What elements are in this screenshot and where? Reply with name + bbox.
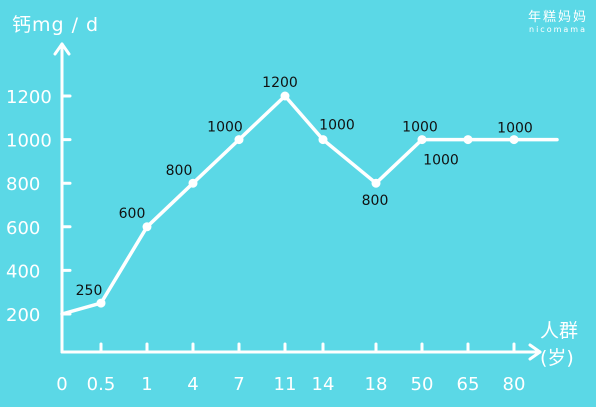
data-label: 1000 [402, 120, 438, 136]
x-tick-label: 4 [187, 374, 198, 395]
y-tick-label: 400 [6, 261, 40, 282]
x-tick-label: 18 [365, 374, 388, 395]
data-point [509, 135, 519, 145]
y-tick-label: 800 [6, 174, 40, 195]
x-tick-label: 0.5 [87, 374, 116, 395]
y-tick-label: 600 [6, 218, 40, 239]
data-point [463, 135, 473, 145]
data-point [188, 178, 198, 188]
data-point [417, 135, 427, 145]
x-tick-label: 11 [274, 374, 297, 395]
y-axis-label: 钙mg / d [12, 14, 100, 36]
x-axis-arrow [528, 343, 542, 361]
data-label: 1000 [423, 153, 459, 169]
data-label: 1200 [262, 75, 298, 91]
y-tick-label: 200 [6, 305, 40, 326]
y-tick-label: 1200 [6, 87, 52, 108]
x-tick-label: 14 [312, 374, 335, 395]
series-line [60, 94, 559, 316]
x-axis-unit-label: (岁) [540, 347, 574, 369]
x-tick-label: 80 [503, 374, 526, 395]
data-point [142, 222, 152, 232]
data-point [280, 91, 290, 101]
data-point [96, 298, 106, 308]
data-label: 1000 [207, 120, 243, 136]
data-point [318, 135, 328, 145]
x-tick-label: 50 [411, 374, 434, 395]
data-label: 800 [166, 163, 193, 179]
brand-watermark: 年糕妈妈 nicomama [528, 6, 588, 34]
data-point [234, 135, 244, 145]
data-label: 800 [362, 193, 389, 209]
data-label: 1000 [497, 121, 533, 137]
watermark-name: 年糕妈妈 [527, 10, 588, 25]
x-tick-label: 65 [457, 374, 480, 395]
y-axis-arrow [53, 42, 71, 56]
data-label: 250 [76, 283, 103, 299]
data-point [371, 178, 381, 188]
x-tick-label: 7 [233, 374, 244, 395]
data-label: 1000 [319, 118, 355, 134]
x-tick-label: 1 [141, 374, 152, 395]
watermark-romanized: nicomama [529, 25, 587, 34]
x-tick-label: 0 [56, 374, 67, 395]
x-axis-label: 人群 [540, 320, 579, 342]
y-tick-label: 1000 [6, 131, 52, 152]
data-label: 600 [119, 206, 146, 222]
